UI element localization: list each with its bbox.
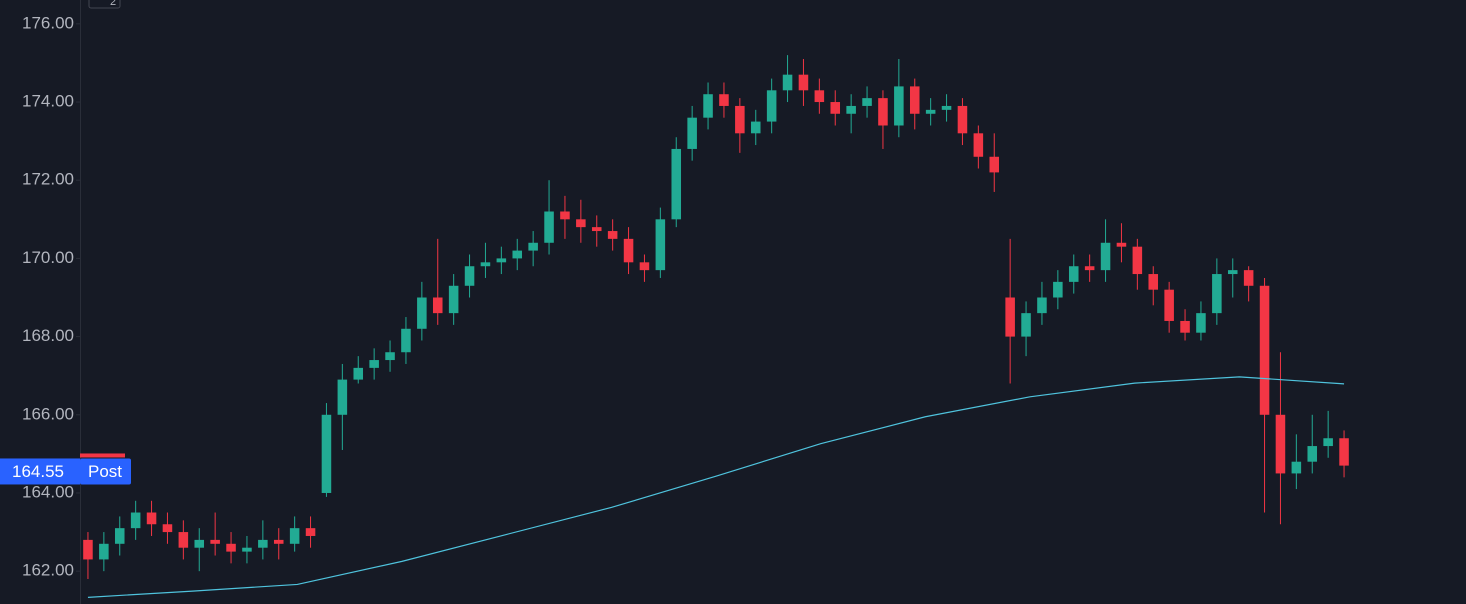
candle-body xyxy=(1037,297,1047,314)
candle-body xyxy=(1227,270,1238,275)
y-tick-label: 172.00 xyxy=(22,170,74,189)
candle-body xyxy=(591,227,602,232)
candle-body xyxy=(401,328,411,353)
candle-body xyxy=(766,90,777,122)
candle-body xyxy=(1291,461,1302,474)
candle-body xyxy=(242,547,252,552)
candle-body xyxy=(830,102,841,114)
candle-body xyxy=(1148,274,1159,290)
candle-body xyxy=(178,532,189,548)
candle-body xyxy=(353,367,364,380)
candle-body xyxy=(941,105,952,110)
candle-body xyxy=(846,105,856,114)
candle-body xyxy=(989,156,1000,173)
candle-body xyxy=(1196,313,1206,333)
candle-body xyxy=(99,543,109,560)
price-label-accent xyxy=(80,453,125,458)
candle-body xyxy=(719,94,729,106)
y-tick-label: 170.00 xyxy=(22,248,74,267)
candle-body xyxy=(1021,313,1031,337)
candle-body xyxy=(1323,438,1333,447)
candle-body xyxy=(1005,297,1015,337)
candle-body xyxy=(560,211,570,220)
candle-body xyxy=(226,543,236,552)
candle-body xyxy=(1164,289,1174,321)
candle-body xyxy=(512,250,523,259)
candle-body xyxy=(782,74,793,91)
y-tick-label: 166.00 xyxy=(22,404,74,423)
candle-body xyxy=(1212,274,1222,314)
candle-body xyxy=(1307,446,1318,462)
candle-body xyxy=(1243,270,1254,286)
candle-body xyxy=(146,512,157,525)
candle-body xyxy=(1180,320,1190,333)
candle-body xyxy=(798,74,809,91)
candle-body xyxy=(655,219,666,271)
candle-body xyxy=(687,117,697,149)
candle-body xyxy=(258,539,268,548)
y-tick-label: 176.00 xyxy=(22,13,74,32)
candle-body xyxy=(305,528,316,536)
candle-body xyxy=(480,262,491,267)
candle-body xyxy=(417,297,427,329)
candle-body xyxy=(114,528,125,544)
price-label: 164.55 xyxy=(12,462,64,481)
candle-body xyxy=(369,360,379,368)
candle-body xyxy=(973,133,984,157)
candle-body xyxy=(1259,285,1270,415)
price-label-box xyxy=(0,458,80,485)
candle-body xyxy=(210,539,220,544)
candle-body xyxy=(544,211,554,243)
candle-body xyxy=(289,528,300,544)
candle-body xyxy=(925,109,936,114)
candle-body xyxy=(909,86,920,114)
candle-body xyxy=(750,121,761,134)
candle-body xyxy=(1116,242,1127,247)
candle-body xyxy=(1084,266,1095,271)
candle-body xyxy=(496,258,507,263)
candle-body xyxy=(814,90,825,103)
y-tick-label: 162.00 xyxy=(22,561,74,580)
candle-body xyxy=(703,94,713,118)
y-tick-label: 164.00 xyxy=(22,482,74,501)
candle-body xyxy=(878,98,888,126)
candle-body xyxy=(432,297,443,314)
badge-count: 2 xyxy=(110,0,116,8)
candle-body xyxy=(1132,246,1143,275)
candle-body xyxy=(321,414,332,493)
candle-body xyxy=(528,242,538,251)
candle-body xyxy=(1339,438,1349,466)
candle-body xyxy=(83,539,93,560)
candle-body xyxy=(1068,266,1079,282)
candle-body xyxy=(464,266,475,286)
session-box xyxy=(80,458,131,485)
candle-body xyxy=(607,231,618,239)
candle-body xyxy=(576,219,586,228)
candle-body xyxy=(671,148,682,220)
candle-body xyxy=(623,238,634,263)
candle-body xyxy=(1100,242,1111,271)
candle-body xyxy=(957,105,968,134)
candle-body xyxy=(385,352,395,361)
candle-body xyxy=(162,524,173,533)
candle-body xyxy=(894,86,904,126)
candle-body xyxy=(639,262,650,271)
candle-body xyxy=(273,539,284,544)
candle-body xyxy=(1275,414,1286,474)
moving-average xyxy=(87,376,1345,598)
y-tick-label: 168.00 xyxy=(22,326,74,345)
candle-body xyxy=(194,539,205,548)
candle-body xyxy=(735,105,745,134)
session-label: Post xyxy=(88,462,122,481)
candle-body xyxy=(337,379,348,415)
candle-body xyxy=(862,98,872,106)
candle-body xyxy=(1053,281,1063,298)
y-tick-label: 174.00 xyxy=(22,92,74,111)
candle-body xyxy=(448,285,459,314)
candle-body xyxy=(130,512,141,529)
badge-box[interactable] xyxy=(88,0,121,9)
